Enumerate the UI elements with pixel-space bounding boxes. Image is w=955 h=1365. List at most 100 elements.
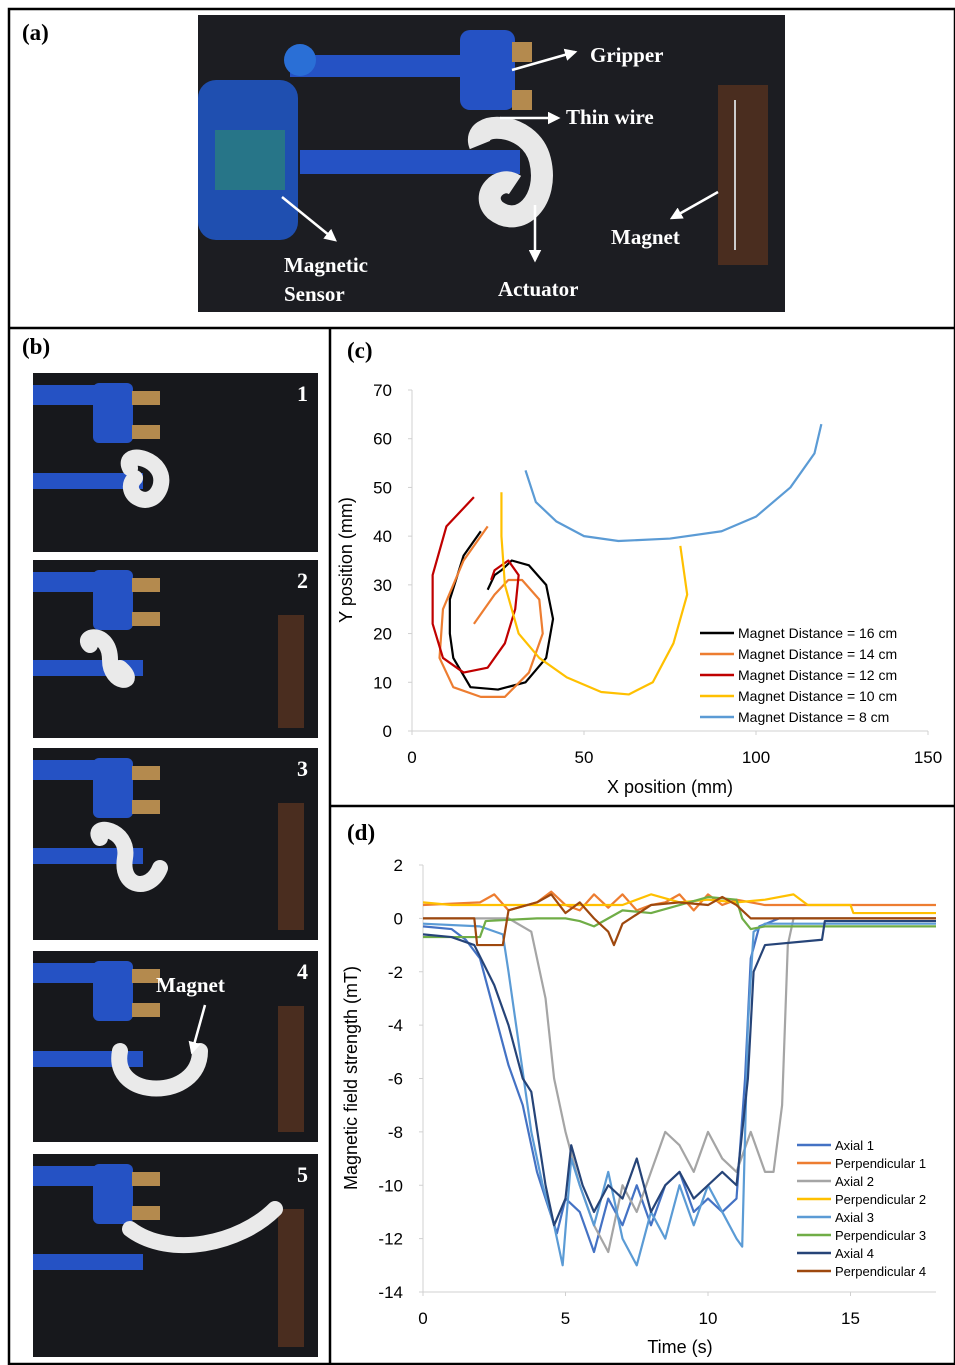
gripper [93, 758, 133, 818]
legend-label: Axial 1 [835, 1138, 874, 1153]
gripper-pad [132, 766, 160, 780]
data-line [524, 423, 823, 543]
legend-label: Perpendicular 3 [835, 1228, 926, 1243]
data-line [423, 895, 936, 939]
data-line [422, 890, 936, 912]
x-axis-label: X position (mm) [607, 777, 733, 797]
x-tick-label: 0 [407, 748, 416, 767]
gripper-pad [132, 800, 160, 814]
frame-number: 4 [297, 959, 308, 984]
annotation: Sensor [284, 282, 345, 306]
legend-label: Perpendicular 2 [835, 1192, 926, 1207]
x-tick-label: 0 [418, 1309, 427, 1328]
actuator [111, 1043, 208, 1097]
legend-label: Axial 4 [835, 1246, 874, 1261]
gripper [93, 383, 133, 443]
sensor-bar [33, 848, 143, 864]
data-line [422, 893, 936, 915]
y-tick-label: 60 [373, 430, 392, 449]
data-line [448, 530, 555, 691]
magnet [278, 1006, 304, 1132]
gripper-pad [132, 1003, 160, 1017]
sensor-bar [33, 1254, 143, 1270]
y-tick-label: -2 [388, 963, 403, 982]
photo-setup [198, 15, 785, 312]
data-line [423, 917, 936, 1254]
frame-number: 3 [297, 756, 308, 781]
panel-label: (b) [22, 334, 50, 359]
x-tick-label: 50 [575, 748, 594, 767]
legend-label: Magnet Distance = 12 cm [738, 667, 897, 683]
y-tick-label: -12 [378, 1230, 403, 1249]
y-tick-label: 50 [373, 478, 392, 497]
y-tick-label: 40 [373, 527, 392, 546]
y-tick-label: 2 [394, 856, 403, 875]
annotation: Gripper [590, 43, 664, 67]
y-tick-label: 10 [373, 673, 392, 692]
annotation: Thin wire [566, 105, 654, 129]
frame-number: 2 [297, 568, 308, 593]
panel-label: (c) [347, 338, 373, 363]
legend-label: Magnet Distance = 10 cm [738, 688, 897, 704]
y-tick-label: 0 [383, 722, 392, 741]
y-tick-label: 0 [394, 909, 403, 928]
legend-label: Magnet Distance = 14 cm [738, 646, 897, 662]
legend-label: Magnet Distance = 8 cm [738, 709, 889, 725]
gripper-pad [132, 425, 160, 439]
y-tick-label: 30 [373, 576, 392, 595]
gripper [93, 570, 133, 630]
gripper-pad [132, 1206, 160, 1220]
y-tick-label: -8 [388, 1123, 403, 1142]
y-axis-label: Magnetic field strength (mT) [341, 966, 361, 1190]
data-line [438, 525, 544, 698]
frame-number: 1 [297, 381, 308, 406]
annotation: Actuator [498, 277, 578, 301]
legend-label: Perpendicular 4 [835, 1264, 926, 1279]
panel-label: (a) [22, 20, 49, 45]
actuator [122, 1201, 283, 1254]
y-tick-label: -6 [388, 1070, 403, 1089]
gripper-pad [132, 612, 160, 626]
magnet [278, 1209, 304, 1347]
x-tick-label: 5 [561, 1309, 570, 1328]
data-line [500, 492, 689, 696]
y-tick-label: -14 [378, 1283, 403, 1302]
gripper-pad [132, 1172, 160, 1186]
frame-number: 5 [297, 1162, 308, 1187]
data-line [422, 919, 936, 1227]
data-line [431, 496, 520, 674]
y-axis-label: Y position (mm) [336, 497, 356, 623]
gripper-pad [132, 969, 160, 983]
legend-label: Axial 2 [835, 1174, 874, 1189]
gripper [93, 1164, 133, 1224]
x-tick-label: 150 [914, 748, 942, 767]
gripper-pad [132, 391, 160, 405]
legend-label: Magnet Distance = 16 cm [738, 625, 897, 641]
legend-label: Axial 3 [835, 1210, 874, 1225]
gripper-pad [132, 578, 160, 592]
x-tick-label: 15 [841, 1309, 860, 1328]
y-tick-label: 70 [373, 381, 392, 400]
actuator [90, 821, 168, 892]
x-axis-label: Time (s) [647, 1337, 712, 1357]
actuator [120, 449, 170, 508]
data-line [423, 893, 936, 947]
magnet [278, 803, 304, 930]
y-tick-label: 20 [373, 625, 392, 644]
panel-label: (d) [347, 820, 375, 845]
annotation: Magnetic [284, 253, 368, 277]
actuator [80, 629, 135, 688]
sensor-bar [33, 473, 143, 489]
x-tick-label: 10 [699, 1309, 718, 1328]
annotation: Magnet [156, 973, 225, 997]
gripper [93, 961, 133, 1021]
arrow [188, 1004, 207, 1055]
panel-borders [7, 7, 955, 1365]
annotation: Magnet [611, 225, 680, 249]
y-tick-label: -10 [378, 1176, 403, 1195]
magnet [278, 615, 304, 728]
y-tick-label: -4 [388, 1016, 403, 1035]
photo-sequence: 1 2 3 4 5 [33, 373, 318, 1357]
legend-label: Perpendicular 1 [835, 1156, 926, 1171]
